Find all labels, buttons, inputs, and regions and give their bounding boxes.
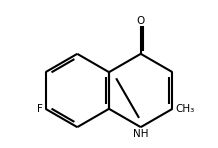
Text: F: F [37,104,43,114]
Text: CH₃: CH₃ [175,104,195,114]
Text: NH: NH [133,129,148,139]
Text: O: O [137,16,145,26]
